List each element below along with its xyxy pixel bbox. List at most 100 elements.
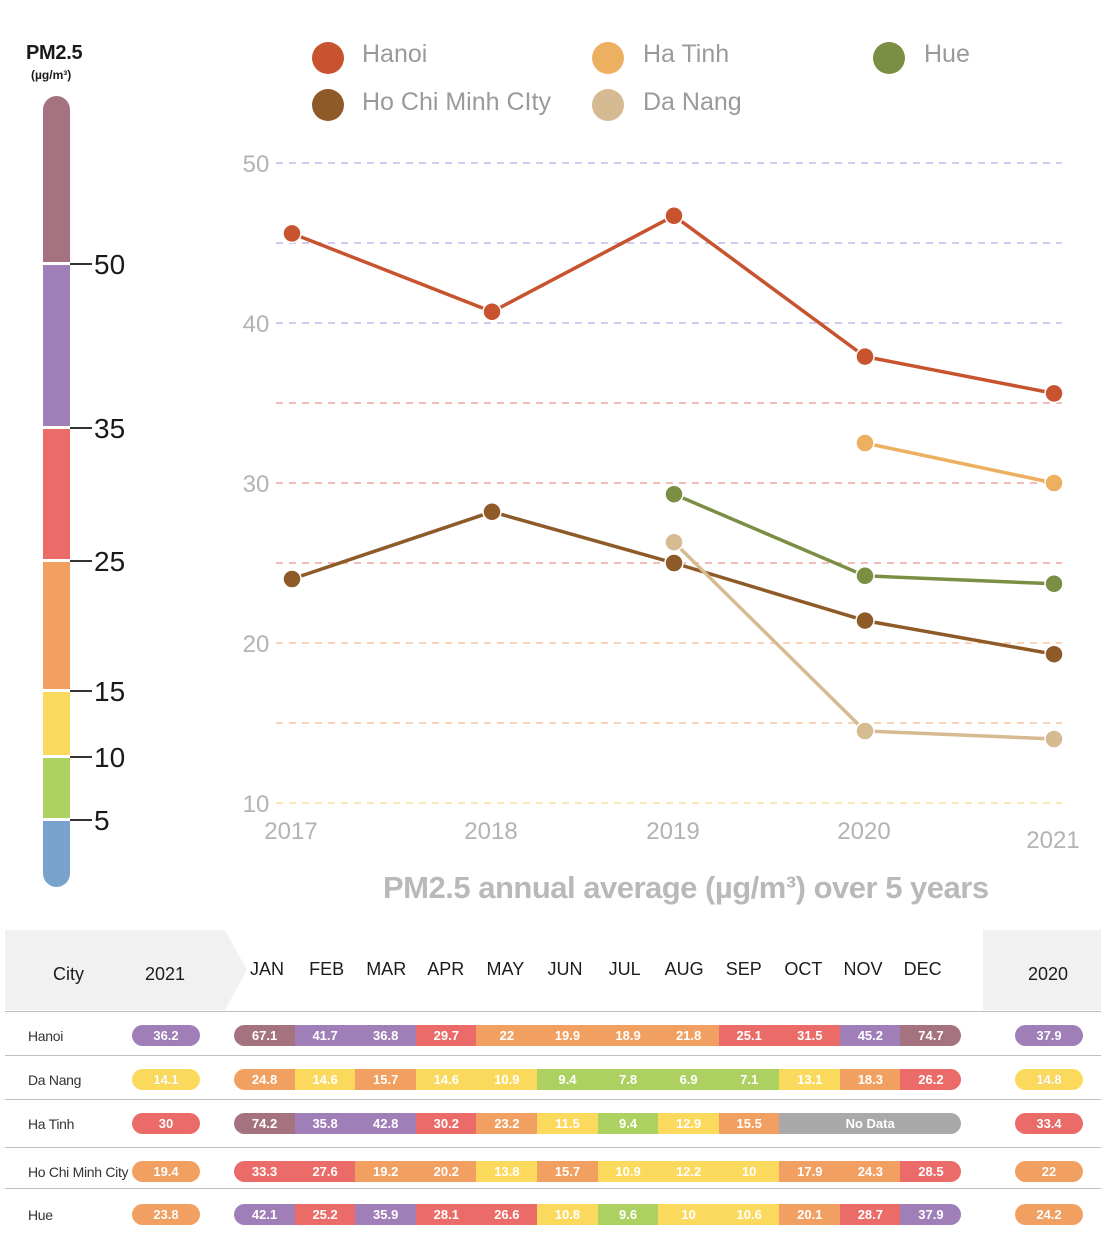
data-point-da-nang — [855, 721, 875, 741]
month-cell: 10.9 — [597, 1161, 659, 1182]
header-2021: 2021 — [145, 964, 186, 984]
row-divider — [5, 1011, 1101, 1012]
scale-tick-label: 50 — [94, 249, 126, 280]
month-cell: 10.6 — [718, 1204, 780, 1225]
scale-segment-25-35 — [43, 428, 70, 560]
scale-tick-label: 5 — [94, 805, 110, 836]
header-month-jan: JAN — [249, 959, 284, 979]
y-tick-label: 20 — [243, 631, 270, 658]
month-cell: 74.2 — [234, 1113, 296, 1134]
month-cell: 33.3 — [234, 1161, 296, 1182]
month-cell: 12.2 — [658, 1161, 720, 1182]
y-tick-label: 50 — [243, 151, 270, 178]
monthly-bar: 67.1 41.7 36.8 29.7 22 19.9 18.9 21.8 25.1 31.5 45… — [234, 1025, 961, 1046]
month-cell: 26.6 — [476, 1204, 538, 1225]
pm25-scale: PM2.5 (µg/m³) 50 35 25 15 10 5 — [0, 0, 200, 900]
scale-segment-10-15 — [43, 690, 70, 756]
y-tick-label: 40 — [243, 311, 270, 338]
data-point-hanoi — [482, 302, 502, 322]
month-cell: 10 — [658, 1204, 720, 1225]
month-cell: 6.9 — [658, 1069, 720, 1090]
data-point-hanoi — [1044, 383, 1064, 404]
pill-2020: 24.2 — [1015, 1204, 1083, 1225]
month-cell: 74.7 — [900, 1025, 961, 1046]
series-line-ha-tinh — [864, 441, 1055, 485]
legend-dot-ho-chi-minh-city — [312, 89, 344, 121]
header-month-nov: NOV — [843, 959, 883, 979]
y-tick-label: 30 — [243, 471, 270, 498]
scale-segment-below-5 — [43, 819, 70, 887]
legend-dot-da-nang — [592, 89, 624, 121]
header-month-jul: JUL — [608, 959, 641, 979]
header-month-jun: JUN — [547, 959, 583, 979]
month-cell: 10.9 — [476, 1069, 538, 1090]
row-divider — [5, 1055, 1101, 1056]
month-cell: 31.5 — [779, 1025, 841, 1046]
month-cell: 18.3 — [839, 1069, 901, 1090]
header-2020: 2020 — [1028, 964, 1069, 984]
month-cell: 14.6 — [294, 1069, 356, 1090]
month-cell: 36.8 — [355, 1025, 417, 1046]
monthly-table: City 2021 2020 JAN FEB MAR APR MAY JUN JUL AUG S… — [5, 930, 1101, 1240]
monthly-bar: 74.2 35.8 42.8 30.2 23.2 11.5 9.4 12.9 15.5 No Da… — [234, 1113, 961, 1134]
month-cell: 30.2 — [415, 1113, 477, 1134]
scale-tick-label: 25 — [94, 546, 126, 577]
month-cell: 67.1 — [234, 1025, 296, 1046]
row-divider — [5, 1188, 1101, 1189]
data-point-hue — [855, 566, 875, 586]
month-cell: 22 — [476, 1025, 538, 1046]
header-month-sep: SEP — [725, 959, 762, 979]
header-month-feb: FEB — [309, 959, 345, 979]
data-point-ha-tinh — [1044, 473, 1064, 493]
pill-2021: 19.4 — [132, 1161, 200, 1182]
scale-title: PM2.5 — [26, 42, 83, 64]
month-cell: 19.9 — [536, 1025, 598, 1046]
x-tick-label: 2021 — [1026, 827, 1079, 854]
data-point-hue — [1044, 574, 1064, 594]
month-cell: 7.1 — [718, 1069, 780, 1090]
data-point-hanoi — [855, 346, 875, 367]
month-cell: 45.2 — [839, 1025, 901, 1046]
header-month-aug: AUG — [664, 959, 704, 979]
month-cell: 12.9 — [658, 1113, 720, 1134]
month-cell: 26.2 — [900, 1069, 961, 1090]
month-cell: 9.6 — [597, 1204, 659, 1225]
legend-dot-hue — [873, 42, 905, 74]
legend-label-hanoi: Hanoi — [362, 40, 428, 68]
city-name: Ha Tinh — [28, 1116, 75, 1132]
month-cell: 35.9 — [355, 1204, 417, 1225]
monthly-bar: 24.8 14.6 15.7 14.6 10.9 9.4 7.8 6.9 7.1 13.1 18.3… — [234, 1069, 961, 1090]
y-tick-label: 10 — [243, 791, 270, 818]
month-cell: 9.4 — [597, 1113, 659, 1134]
city-name: Ho Chi Minh City — [28, 1164, 129, 1180]
legend-label-da-nang: Da Nang — [643, 88, 742, 116]
month-cell: 20.2 — [415, 1161, 477, 1182]
header-month-oct: OCT — [784, 959, 823, 979]
row-divider — [5, 1099, 1101, 1100]
pill-2021: 36.2 — [132, 1025, 200, 1046]
month-cell: 15.7 — [536, 1161, 598, 1182]
legend-dot-ha-tinh — [592, 42, 624, 74]
monthly-bar: 42.1 25.2 35.9 28.1 26.6 10.8 9.6 10 10.6 20.1 28.… — [234, 1204, 961, 1225]
month-cell: 10 — [718, 1161, 780, 1182]
month-cell: 29.7 — [415, 1025, 477, 1046]
month-cell: 9.4 — [536, 1069, 598, 1090]
legend-dot-hanoi — [312, 42, 344, 74]
month-cell: 28.7 — [839, 1204, 901, 1225]
month-cell: 19.2 — [355, 1161, 417, 1182]
month-cell: 41.7 — [294, 1025, 356, 1046]
month-cell: 21.8 — [658, 1025, 720, 1046]
header-month-dec: DEC — [903, 959, 942, 979]
x-tick-label: 2017 — [264, 818, 317, 845]
header-month-may: MAY — [486, 959, 525, 979]
month-cell: 37.9 — [900, 1204, 961, 1225]
scale-segment-35-50 — [43, 263, 70, 428]
scale-segment-15-25 — [43, 560, 70, 690]
month-cell: 13.8 — [476, 1161, 538, 1182]
data-point-da-nang — [664, 532, 684, 552]
no-data-cell: No Data — [779, 1113, 961, 1134]
month-cell: 35.8 — [294, 1113, 356, 1134]
x-tick-label: 2018 — [464, 818, 517, 845]
legend-label-hue: Hue — [924, 40, 970, 68]
data-point-ho-chi-minh-city — [855, 610, 875, 631]
